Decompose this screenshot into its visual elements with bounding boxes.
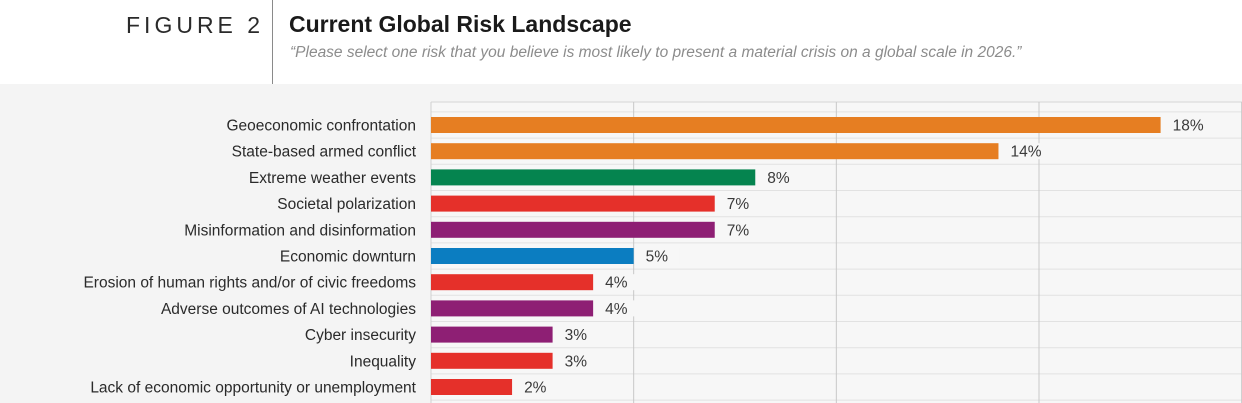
value-label: 18% — [1173, 118, 1204, 135]
value-label: 4% — [605, 301, 628, 318]
category-label: Erosion of human rights and/or of civic … — [83, 275, 416, 292]
category-label: Inequality — [350, 353, 417, 370]
category-label: Adverse outcomes of AI technologies — [161, 301, 416, 318]
value-label-bg — [562, 352, 599, 369]
value-label: 2% — [524, 380, 547, 397]
category-label: Misinformation and disinformation — [184, 222, 416, 239]
category-label: Geoeconomic confrontation — [226, 118, 416, 135]
category-label: Lack of economic opportunity or unemploy… — [90, 380, 416, 397]
value-label-bg — [724, 221, 761, 238]
bar — [431, 221, 715, 238]
category-label: Cyber insecurity — [305, 327, 416, 344]
category-label: Extreme weather events — [249, 170, 416, 187]
value-label: 8% — [767, 170, 790, 187]
value-labels: 18% 14% 8% 7% 7% 5% 4% 4% 3% 3% 2% — [522, 117, 1207, 397]
value-label-bg — [765, 169, 802, 186]
value-label: 4% — [605, 275, 628, 292]
bars — [431, 117, 1161, 395]
bar — [431, 300, 594, 317]
value-label-bg — [603, 274, 640, 291]
bar — [431, 379, 513, 395]
value-label-bg — [724, 195, 761, 212]
value-label-bg — [522, 379, 559, 395]
bar-chart: Geoeconomic confrontation State-based arm… — [83, 101, 1242, 403]
chart-area: Geoeconomic confrontation State-based arm… — [0, 84, 1242, 403]
value-label: 5% — [646, 249, 669, 266]
chart-subtitle: “Please select one risk that you believe… — [290, 44, 1022, 61]
bar — [431, 248, 634, 264]
figure-header: FIGURE 2 Current Global Risk Landscape “… — [0, 0, 1242, 84]
value-label: 3% — [565, 327, 588, 344]
bar — [431, 326, 553, 343]
category-label: Societal polarization — [277, 196, 416, 213]
value-label: 7% — [727, 222, 750, 239]
bar — [431, 169, 756, 186]
bar — [431, 195, 715, 212]
bar — [431, 143, 999, 160]
bar — [431, 117, 1161, 133]
value-label-bg — [603, 300, 640, 317]
value-label-bg — [1008, 143, 1045, 160]
value-label-bg — [562, 326, 599, 343]
category-labels: Geoeconomic confrontation State-based arm… — [83, 118, 416, 397]
value-label: 3% — [565, 353, 588, 370]
chart-title: Current Global Risk Landscape — [289, 11, 632, 37]
value-label-bg — [1170, 117, 1207, 133]
value-label: 14% — [1010, 144, 1041, 161]
header-divider — [272, 0, 273, 84]
value-label: 7% — [727, 196, 750, 213]
bar — [431, 352, 553, 369]
figure-number: FIGURE 2 — [126, 12, 265, 38]
bar — [431, 274, 594, 291]
category-label: Economic downturn — [280, 249, 416, 266]
category-label: State-based armed conflict — [232, 144, 417, 161]
value-label-bg — [643, 248, 680, 264]
